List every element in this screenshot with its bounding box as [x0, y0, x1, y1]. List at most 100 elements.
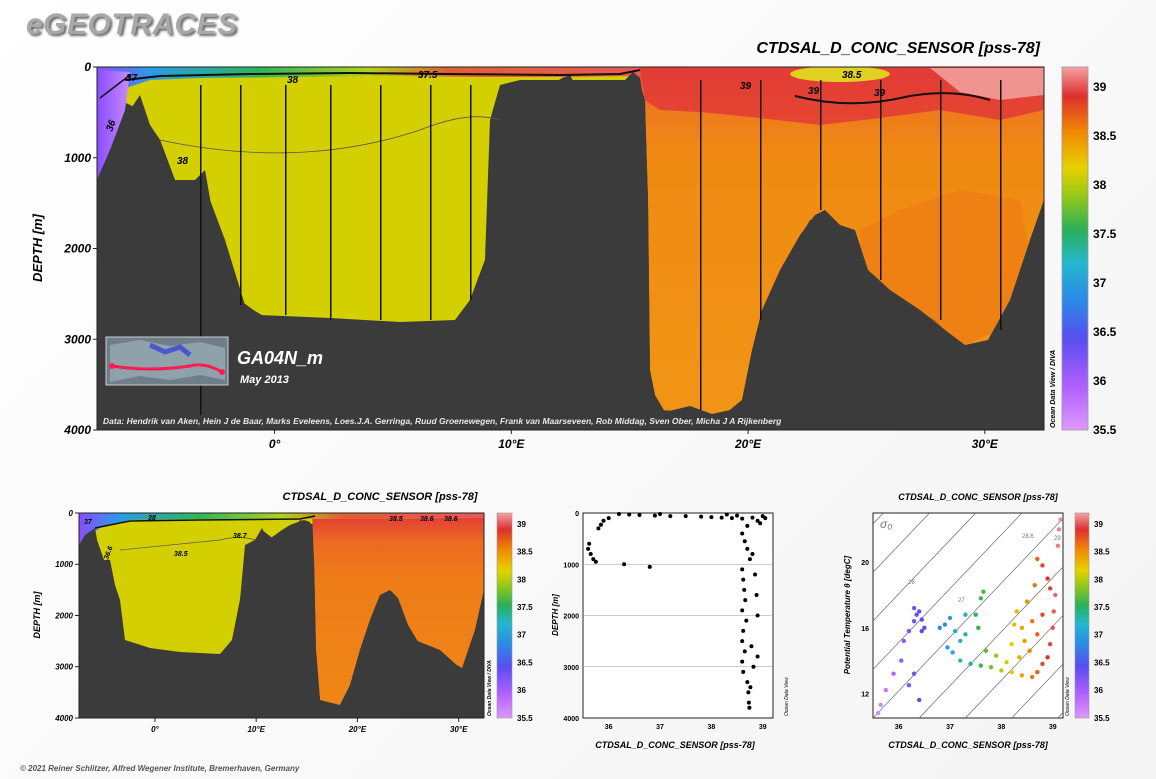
data-point: [906, 628, 912, 634]
data-point: [1035, 556, 1040, 562]
data-point: [1004, 660, 1009, 665]
data-point: [1014, 609, 1019, 614]
data-point: [1019, 673, 1025, 678]
data-point: [875, 710, 881, 716]
colorbar-tick-label: 38: [1094, 575, 1103, 584]
y-tick-label: 12: [861, 691, 869, 698]
data-point: [922, 625, 927, 630]
data-point: [745, 546, 750, 551]
main-west-basin: [97, 67, 640, 325]
main-colorbar-ticks: 39 38.5 38 37.5 37 36.5 36 35.5: [1093, 80, 1117, 437]
copyright: © 2021 Reiner Schlitzer, Alfred Wegener …: [20, 764, 300, 773]
x-tick-label: 39: [759, 724, 767, 731]
data-point: [744, 618, 749, 623]
small-ylabel: DEPTH [m]: [32, 590, 42, 638]
ts-iso-label-3: 28.6: [1022, 534, 1034, 540]
data-point: [1047, 586, 1053, 591]
data-point: [746, 700, 751, 705]
data-point: [914, 612, 919, 617]
small-colorbar-label: Ocean Data View / DIVA: [487, 660, 493, 716]
ts-iso-label-1: 26: [908, 580, 915, 586]
colorbar-tick-label: 36: [1093, 374, 1107, 388]
data-point: [1029, 619, 1035, 624]
isopycnal-line: [1011, 663, 1063, 718]
data-point: [749, 644, 754, 649]
small-contour-38: [94, 515, 316, 529]
data-point: [601, 518, 606, 523]
ts-side-label: Ocean Data View: [1065, 677, 1071, 716]
ts-iso-label-4: 29: [1054, 536, 1061, 542]
main-east-deep: [860, 190, 1030, 345]
ts-x-ticks: 36 37 38 39: [895, 724, 1057, 731]
data-point: [906, 683, 912, 688]
data-point: [746, 690, 751, 695]
profile-xlabel: CTDSAL_D_CONC_SENSOR [pss-78]: [595, 740, 756, 750]
main-contour-label-6: 39: [808, 86, 820, 97]
data-point: [950, 650, 955, 655]
colorbar-tick-label: 35.5: [1094, 714, 1110, 723]
data-point: [742, 587, 747, 592]
data-point: [899, 658, 904, 663]
data-point: [1012, 622, 1017, 627]
main-ylabel: DEPTH [m]: [30, 213, 45, 282]
data-point: [588, 552, 593, 556]
colorbar-tick-label: 35.5: [1093, 423, 1117, 437]
data-point: [637, 513, 642, 518]
x-tick-label: 38: [997, 724, 1005, 731]
data-point: [988, 664, 994, 670]
data-point: [743, 598, 748, 603]
data-point: [741, 628, 746, 633]
colorbar-tick-label: 38.5: [1093, 129, 1117, 143]
data-point: [1058, 517, 1063, 522]
small-bathymetry: [79, 520, 484, 718]
colorbar-tick-label: 36: [517, 686, 526, 695]
isopycnal-line: [1104, 513, 1156, 718]
colorbar-tick-label: 36.5: [1094, 658, 1110, 667]
isopycnal-line: [1150, 513, 1156, 718]
x-tick-label: 37: [656, 724, 664, 731]
main-section-plot: 37 38 37.5 38.5 39 39 39 36 38 CTDSAL_D_…: [30, 40, 1117, 451]
ts-title: CTDSAL_D_CONC_SENSOR [pss-78]: [898, 492, 1059, 502]
data-point: [999, 668, 1004, 673]
data-point: [917, 609, 922, 614]
profile-x-ticks: 36 37 38 39: [605, 724, 767, 731]
colorbar-tick-label: 36: [1094, 686, 1103, 695]
main-west-wedge: [97, 70, 130, 180]
ts-xlabel: CTDSAL_D_CONC_SENSOR [pss-78]: [888, 740, 1049, 750]
data-point: [735, 513, 740, 518]
isopycnal-line: [918, 566, 1063, 718]
small-contour-label-1: 38.7: [233, 533, 248, 540]
small-east-basin: [312, 513, 484, 705]
isopycnal-line: [873, 513, 1023, 670]
data-point: [593, 559, 598, 564]
ts-frame: [872, 512, 1064, 719]
data-point: [1045, 576, 1050, 581]
y-tick-label: 16: [861, 626, 869, 633]
y-tick-label: 3000: [563, 665, 579, 672]
data-point: [968, 661, 973, 667]
data-point: [919, 628, 924, 634]
data-point: [616, 512, 621, 517]
main-colorbar-label: Ocean Data View / DIVA: [1050, 350, 1057, 428]
ts-colorbar-ticks: 39 38.5 38 37.5 37 36.5 36 35.5: [1094, 520, 1110, 723]
data-point: [729, 516, 734, 521]
ts-points: [875, 517, 1063, 716]
main-credits: Data: Hendrik van Aken, Hein J de Baar, …: [103, 416, 782, 426]
small-contour-label-2: 38.5: [174, 551, 188, 558]
data-point: [1045, 655, 1050, 660]
colorbar-tick-label: 37.5: [1094, 603, 1110, 612]
data-point: [753, 572, 758, 577]
data-point: [740, 659, 745, 664]
colorbar-tick-label: 37: [1094, 631, 1103, 640]
data-point: [742, 649, 747, 654]
small-section-plot: 38.7 38.5 38.5 38.6 38.6 36.6 37 38 CTDS…: [32, 491, 533, 734]
colorbar-tick-label: 37.5: [1093, 227, 1117, 241]
data-point: [755, 654, 760, 659]
data-point: [1032, 582, 1037, 588]
y-tick-label: 1000: [563, 562, 579, 569]
isopycnal-line: [965, 615, 1063, 718]
data-point: [750, 515, 755, 520]
data-point: [963, 632, 968, 637]
data-point: [911, 619, 917, 624]
main-y-ticks: 0 1000 2000 3000 4000: [63, 60, 97, 437]
